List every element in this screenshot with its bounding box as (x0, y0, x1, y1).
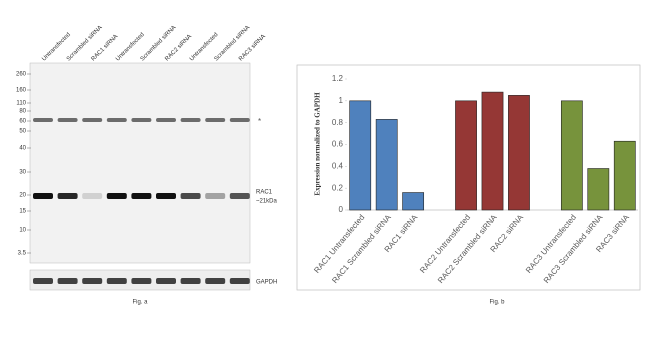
marker-label: 50 (19, 129, 26, 135)
marker-label: 10 (19, 228, 26, 234)
y-tick-label: 0.2 (332, 183, 344, 192)
band (229, 118, 250, 122)
band (229, 278, 250, 284)
band (106, 193, 127, 199)
marker-label: 260 (16, 72, 27, 78)
marker-label: 15 (19, 209, 26, 215)
y-tick-label: 0.6 (332, 140, 344, 149)
band (205, 193, 226, 199)
marker-label: 110 (16, 101, 26, 107)
asterisk: * (258, 117, 261, 126)
bar (508, 95, 530, 211)
y-axis-label: Expression normalized to GAPDH (314, 92, 322, 196)
band (57, 118, 78, 122)
bar (402, 192, 425, 211)
y-tick-label: 1.2 (332, 74, 344, 83)
bar (587, 168, 610, 211)
band (106, 118, 127, 122)
band (57, 193, 78, 199)
x-tick-label: RAC2 Untransfected (418, 213, 472, 275)
band (82, 118, 103, 122)
band-label: RAC1 (256, 190, 273, 196)
loading-label: GAPDH (256, 280, 277, 286)
band (205, 118, 226, 122)
bar (481, 91, 504, 211)
y-tick-label: 0.8 (332, 118, 344, 127)
band (82, 278, 103, 284)
band (33, 118, 53, 122)
caption: Fig. b (489, 300, 505, 306)
band (229, 193, 250, 199)
bar (375, 119, 398, 211)
y-tick-label: 0.4 (332, 161, 344, 170)
x-tick-label: RAC1 Untransfected (312, 213, 366, 275)
band (33, 193, 53, 199)
blot-membrane (29, 62, 251, 264)
bar (613, 140, 636, 211)
band (131, 278, 152, 284)
chart-frame (296, 64, 641, 291)
band (57, 278, 78, 284)
marker-label: 30 (19, 170, 26, 176)
marker-label: 60 (19, 119, 26, 125)
bar (349, 100, 372, 211)
x-tick-label: RAC3 Untransfected (524, 213, 578, 275)
caption: Fig. a (132, 300, 148, 306)
band (156, 193, 176, 199)
band (180, 193, 201, 199)
y-tick-label: 0 (339, 205, 344, 214)
band-size: ~21kDa (256, 199, 278, 205)
marker-label: 20 (19, 193, 26, 199)
band (33, 278, 53, 284)
lane-label: RAC3 siRNA (238, 34, 267, 63)
band (156, 278, 176, 284)
marker-label: 3.5 (18, 251, 27, 257)
marker-label: 40 (19, 146, 26, 152)
bar (455, 100, 477, 211)
band (180, 278, 201, 284)
band (180, 118, 201, 122)
marker-label: 160 (16, 88, 27, 94)
marker-label: 80 (19, 109, 26, 115)
band (205, 278, 226, 284)
band (106, 278, 127, 284)
y-tick-label: 1 (339, 96, 344, 105)
band (156, 118, 176, 122)
bar (560, 100, 583, 211)
band (131, 193, 152, 199)
band (131, 118, 152, 122)
band (82, 193, 103, 199)
